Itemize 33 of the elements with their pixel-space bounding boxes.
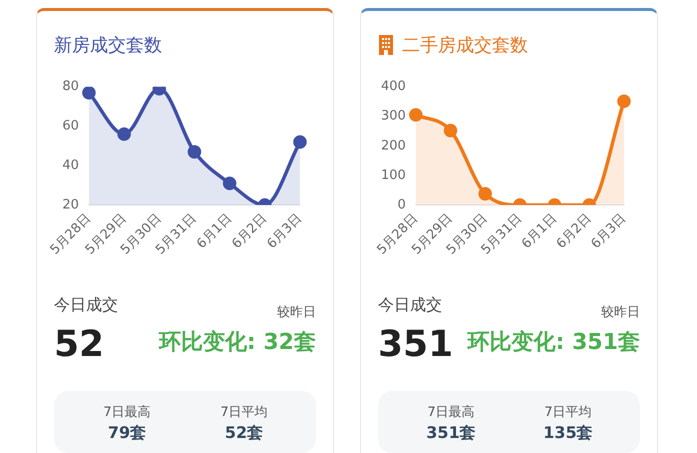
text: 环比变化: 351套	[468, 328, 640, 357]
y-tick-label: 100	[380, 168, 406, 183]
text: 52	[54, 324, 104, 365]
y-tick-label: 400	[380, 79, 406, 94]
point	[617, 94, 631, 108]
point	[188, 145, 202, 159]
point	[444, 124, 458, 138]
y-tick-label: 200	[380, 138, 406, 154]
point	[409, 108, 423, 122]
y-tick-label: 0	[398, 197, 406, 212]
text: 79套	[108, 423, 146, 444]
text: 135套	[543, 423, 593, 444]
text: 7日最高	[427, 404, 475, 421]
y-tick-label: 300	[380, 108, 406, 124]
y-tick-label: 40	[62, 158, 79, 173]
y-tick-label: 60	[62, 118, 79, 134]
text: 52套	[224, 423, 264, 444]
text: 351套	[426, 423, 476, 444]
point	[117, 127, 131, 141]
chart-title: 二手房成交套数	[402, 34, 528, 57]
text: 较昨日	[277, 304, 316, 321]
text: 7日平均	[544, 404, 592, 421]
y-tick-label: 20	[62, 197, 79, 212]
y-tick-label: 80	[62, 79, 79, 94]
text: 较昨日	[601, 304, 640, 321]
text: 环比变化: 32套	[158, 328, 316, 357]
text: 7日最高	[103, 404, 151, 421]
text: 今日成交	[54, 295, 118, 316]
text: 7日平均	[220, 404, 268, 421]
text: 351	[378, 324, 454, 365]
point	[293, 135, 307, 149]
chart-title: 新房成交套数	[54, 34, 162, 57]
text: 今日成交	[378, 295, 442, 316]
